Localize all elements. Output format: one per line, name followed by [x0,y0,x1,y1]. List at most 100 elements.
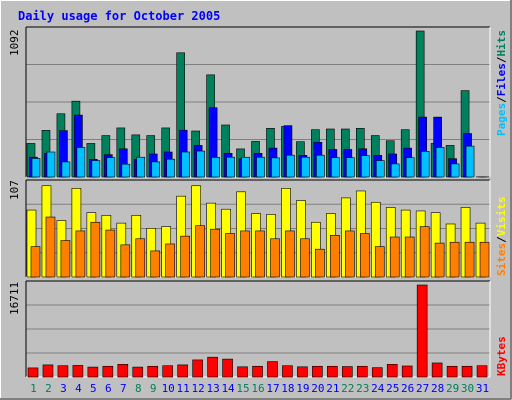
kbytes-bar [416,284,428,378]
panel-hits-files-pages [25,26,491,178]
legend-visits-sites: Sites/Visits [495,197,508,277]
x-tick-label: 23 [356,382,369,395]
sites-bar [30,246,41,278]
legend-kbytes: KBytes [495,336,508,376]
pages-bar [211,157,220,178]
pages-bar [256,156,265,178]
x-tick-label: 7 [120,382,127,395]
pages-bar [46,151,56,178]
chart-title: Daily usage for October 2005 [18,9,220,23]
pages-bar [226,156,235,178]
legend-separator: / [495,96,508,103]
pages-bar [405,157,415,178]
legend-item-visits: Visits [495,197,508,237]
pages-bar [241,156,250,178]
sites-bar [105,229,116,278]
x-tick-label: 28 [431,382,444,395]
pages-bar [121,163,131,178]
legend-item-kbytes: KBytes [495,336,508,376]
x-tick-label: 26 [401,382,414,395]
x-tick-label: 10 [162,382,175,395]
sites-bar [195,225,205,278]
kbytes-bar [252,365,263,378]
kbytes-bar [42,364,54,378]
kbytes-bar [297,366,308,378]
kbytes-bar [461,365,473,378]
kbytes-bar [132,366,144,378]
sites-bar [389,236,400,278]
sites-bar [150,250,161,278]
sites-bar [240,230,250,278]
legend-kbytes-text: KBytes [495,336,508,376]
x-tick-label: 11 [177,382,190,395]
pages-bar [465,145,475,178]
x-tick-label: 22 [341,382,354,395]
sites-bar [270,238,280,278]
pages-bar [286,154,295,178]
legend-item-files: Files [495,63,508,96]
kbytes-bar [162,365,174,378]
x-tick-label: 30 [461,382,474,395]
y-max-label-visits: 107 [8,180,21,200]
pages-bar [196,150,205,178]
kbytes-bar [431,362,443,378]
kbytes-bar [267,361,278,378]
kbytes-bar [72,365,84,378]
pages-bar [375,160,385,178]
pages-bar [271,157,280,178]
x-tick-label: 14 [221,382,235,395]
sites-bar [90,221,101,278]
legend-item-hits: Hits [495,30,508,57]
pages-bar [301,156,310,178]
pages-bar [316,154,325,178]
sites-bar [135,238,146,278]
sites-bar [404,236,415,278]
x-axis-day-labels: 1 2 3 4 5 6 7 8 9 10 11 12 13 14 15 16 17 18 19 20 21 22 23 24 2… [30,382,489,395]
pages-bar [31,158,41,178]
sites-bar [359,233,370,278]
panel-kbytes [25,280,491,378]
pages-bar [346,157,355,178]
sites-bar [285,230,295,278]
sites-bar [60,240,71,278]
pages-bar [360,155,370,178]
sites-bar [45,216,56,278]
kbytes-bar [282,365,293,378]
kbytes-bar [371,367,383,378]
pages-bar [151,161,161,178]
legend-visits-text: Sites/Visits [495,197,508,277]
kbytes-bar [476,365,488,378]
pages-bar [450,163,460,178]
sites-bar [255,230,265,278]
kbytes-bar [446,365,458,378]
x-tick-label: 1 [30,382,37,395]
pages-bar [420,151,430,178]
pages-bar [181,151,190,178]
x-tick-label: 2 [45,382,52,395]
kbytes-bar [27,367,39,378]
kbytes-bar [207,356,218,378]
sites-bar [210,228,220,278]
x-tick-label: 20 [311,382,324,395]
pages-bar [166,158,176,178]
kbytes-bar [87,366,99,378]
x-tick-label: 4 [75,382,82,395]
pages-bar [390,163,400,178]
sites-bar [315,248,325,278]
sites-bar [434,242,445,278]
sites-bar [464,241,475,278]
kbytes-bar [117,364,129,378]
sites-bar [419,226,430,278]
x-tick-label: 8 [135,382,142,395]
x-tick-label: 3 [60,382,67,395]
legend-hits-files-pages: Pages/Files/Hits [495,30,508,136]
kbytes-bar [237,366,248,378]
legend-hits-text: Pages/Files/Hits [495,30,508,136]
pages-bar [76,147,86,178]
legend-separator: / [495,236,508,243]
pages-bar [136,156,146,178]
x-tick-label: 29 [446,382,459,395]
x-tick-label: 21 [326,382,339,395]
sites-bar [300,238,310,278]
